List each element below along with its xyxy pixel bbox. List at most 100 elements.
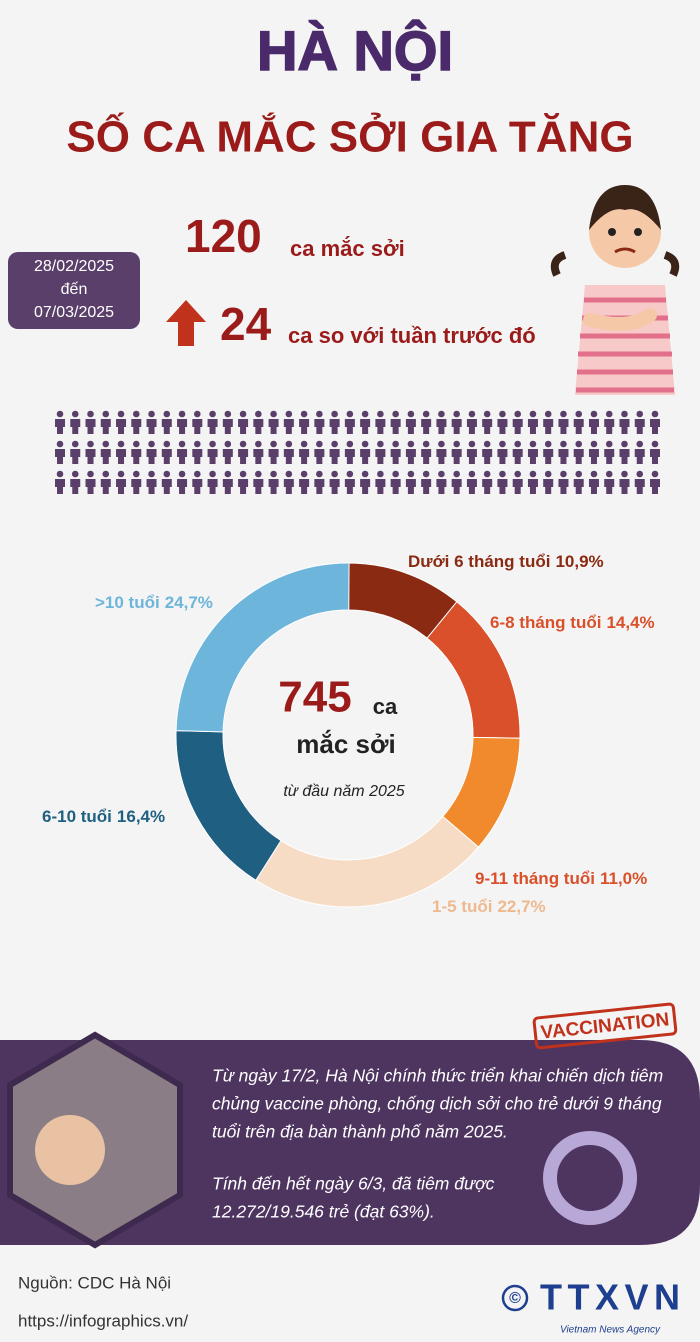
vaccination-line: chủng vaccine phòng, chống dịch sởi cho …: [212, 1094, 662, 1114]
person-icon: [543, 440, 554, 464]
person-body: [222, 419, 233, 434]
person-head: [148, 410, 155, 418]
person-body: [329, 419, 340, 434]
person-head: [544, 410, 552, 418]
total-unit: ca: [373, 694, 398, 719]
person-body: [116, 449, 127, 464]
person-body: [207, 479, 218, 494]
person-head: [270, 440, 277, 448]
person-icon: [512, 470, 523, 494]
person-icon: [55, 440, 65, 464]
person-head: [270, 470, 277, 478]
person-icon: [161, 440, 172, 464]
person-icon: [146, 440, 157, 464]
total-label: mắc sởi: [296, 729, 395, 759]
person-head: [377, 470, 384, 478]
person-head: [468, 470, 476, 478]
person-icon: [512, 440, 523, 464]
slice-label: 6-10 tuổi 16,4%: [42, 807, 165, 826]
person-head: [331, 440, 338, 448]
person-body: [558, 419, 569, 434]
person-body: [131, 419, 142, 434]
person-head: [117, 470, 125, 478]
person-head: [255, 410, 262, 418]
person-icon: [192, 470, 203, 494]
person-head: [316, 440, 323, 448]
slice-label: 6-8 tháng tuổi 14,4%: [490, 613, 655, 632]
person-head: [453, 470, 460, 478]
person-icon: [421, 470, 432, 494]
person-body: [314, 419, 325, 434]
total-note: từ đầu năm 2025: [283, 783, 404, 800]
slice-label: Dưới 6 tháng tuổi 10,9%: [408, 552, 604, 571]
person-head: [438, 470, 445, 478]
person-icon: [390, 440, 401, 464]
increase-label: ca so với tuần trước đó: [288, 323, 536, 348]
person-icon: [527, 470, 538, 494]
person-icon: [222, 470, 233, 494]
person-head: [575, 470, 583, 478]
person-head: [87, 470, 94, 478]
person-icon: [207, 470, 218, 494]
person-icon: [634, 410, 645, 434]
person-icon: [405, 410, 416, 434]
person-icon: [421, 440, 432, 464]
person-body: [268, 479, 279, 494]
person-head: [316, 410, 323, 418]
person-icon: [482, 440, 493, 464]
person-body: [207, 449, 218, 464]
person-body: [482, 419, 493, 434]
person-head: [605, 410, 613, 418]
person-head: [117, 410, 125, 418]
person-body: [344, 419, 355, 434]
person-icon: [55, 470, 65, 494]
person-icon: [314, 410, 325, 434]
person-icon: [85, 470, 96, 494]
person-icon: [192, 440, 203, 464]
person-head: [132, 410, 140, 418]
person-icon: [207, 410, 218, 434]
person-body: [543, 419, 554, 434]
person-body: [360, 419, 371, 434]
person-body: [466, 419, 477, 434]
person-body: [512, 419, 523, 434]
slice-category: Dưới 6 tháng tuổi: [408, 552, 550, 571]
person-icon: [527, 440, 538, 464]
person-head: [163, 410, 171, 418]
person-body: [634, 449, 645, 464]
person-head: [514, 470, 521, 478]
person-head: [514, 410, 521, 418]
person-icon: [405, 440, 416, 464]
photo-child: [35, 1115, 105, 1185]
slice-category: 6-8 tháng tuổi: [490, 613, 601, 632]
person-body: [588, 479, 599, 494]
person-icon: [314, 440, 325, 464]
person-body: [588, 449, 599, 464]
person-icon: [283, 440, 294, 464]
subtitle: SỐ CA MẮC SỞI GIA TĂNG: [66, 111, 633, 162]
person-body: [222, 479, 233, 494]
person-body: [527, 419, 538, 434]
person-icon: [436, 440, 447, 464]
person-body: [238, 419, 249, 434]
person-body: [299, 479, 310, 494]
person-icon: [100, 470, 111, 494]
person-body: [283, 479, 294, 494]
person-icon: [299, 410, 310, 434]
person-body: [512, 449, 523, 464]
person-head: [87, 440, 94, 448]
person-head: [346, 410, 354, 418]
person-body: [192, 419, 203, 434]
person-body: [482, 479, 493, 494]
vaccination-line: 12.272/19.546 trẻ (đạt 63%).: [212, 1202, 435, 1222]
person-head: [102, 410, 110, 418]
person-head: [575, 440, 583, 448]
person-body: [344, 479, 355, 494]
person-body: [116, 479, 127, 494]
person-icon: [558, 410, 569, 434]
person-body: [650, 419, 660, 434]
person-body: [161, 449, 172, 464]
person-head: [255, 470, 262, 478]
person-body: [268, 449, 279, 464]
progress-ring: [543, 1131, 637, 1225]
